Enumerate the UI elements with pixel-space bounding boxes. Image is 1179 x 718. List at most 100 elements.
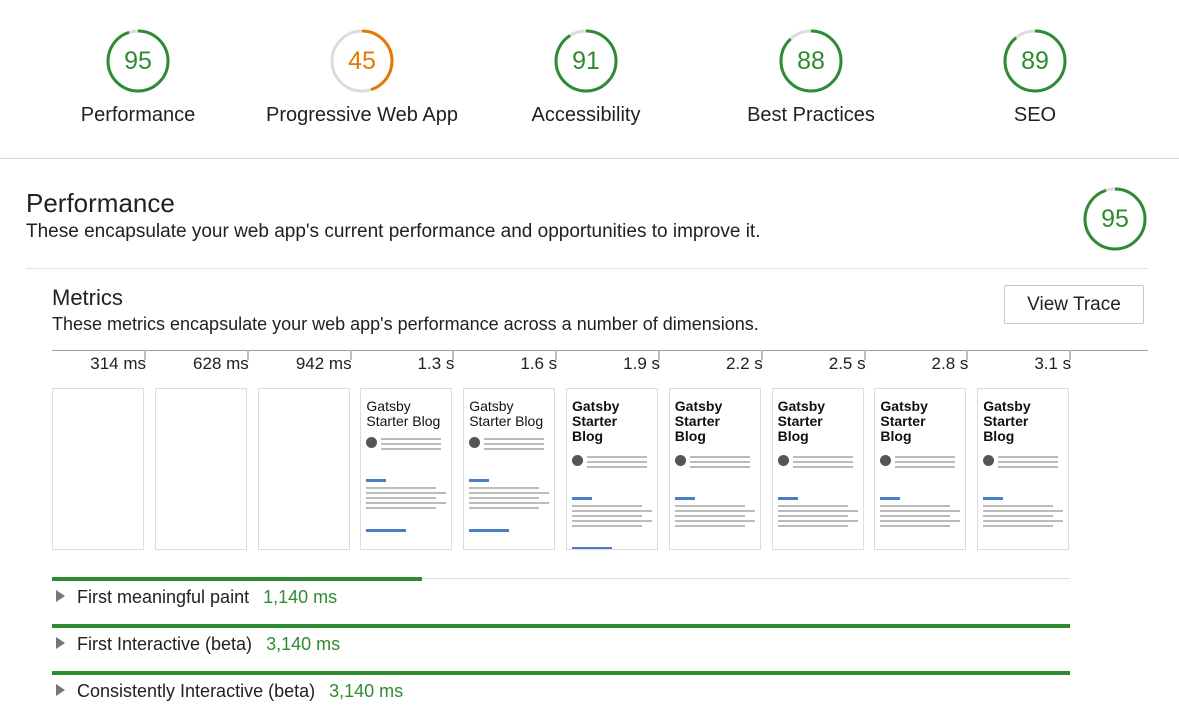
- text-line: [674, 505, 745, 507]
- timeline-tick: 2.5 s: [828, 354, 866, 373]
- score-value: 45: [348, 47, 376, 75]
- score-value: 89: [1021, 47, 1049, 75]
- section-title: Performance: [26, 188, 175, 218]
- text-line: [381, 438, 442, 440]
- metric-label: First Interactive (beta): [77, 634, 253, 654]
- post-link: [366, 529, 407, 532]
- timeline-tick: 942 ms: [295, 354, 352, 373]
- gauge-label: Progressive Web App: [266, 104, 458, 126]
- text-line: [366, 502, 447, 504]
- filmstrip-frame[interactable]: Gatsby Starter Blog: [668, 388, 761, 550]
- gauge-label: Performance: [80, 104, 196, 126]
- filmstrip-frame[interactable]: Gatsby Starter Blog: [874, 388, 967, 550]
- avatar: [674, 455, 686, 466]
- timeline-tick: 1.6 s: [520, 354, 558, 373]
- filmstrip-frame[interactable]: [257, 388, 350, 550]
- expand-triangle-icon[interactable]: [56, 590, 65, 602]
- post-link: [469, 479, 490, 482]
- metric-bar-track: [52, 578, 1070, 579]
- metrics-description: These metrics encapsulate your web app's…: [52, 314, 759, 334]
- text-line: [777, 505, 848, 507]
- frame-title: Gatsby Starter Blog: [983, 398, 1031, 444]
- frame-title: Gatsby Starter Blog: [469, 398, 544, 429]
- score-value: 91: [572, 47, 600, 75]
- text-line: [572, 520, 652, 522]
- text-line: [880, 520, 961, 522]
- timeline-axis: [52, 350, 1148, 351]
- text-line: [674, 520, 755, 522]
- metric-label: Consistently Interactive (beta): [77, 681, 316, 701]
- text-line: [572, 525, 642, 527]
- metrics-title: Metrics: [52, 285, 123, 310]
- post-link: [572, 547, 612, 549]
- filmstrip-frame[interactable]: Gatsby Starter Blog: [360, 388, 453, 550]
- text-line: [469, 497, 540, 499]
- score-ring: 91: [554, 29, 618, 93]
- gauge-accessibility[interactable]: 91 Accessibility: [476, 28, 696, 127]
- post-link: [983, 497, 1004, 500]
- expand-triangle-icon[interactable]: [56, 637, 65, 649]
- text-line: [381, 443, 442, 445]
- text-line: [792, 456, 853, 458]
- filmstrip-frame[interactable]: [154, 388, 247, 550]
- score-value: 88: [797, 47, 825, 75]
- gauge-seo[interactable]: 89 SEO: [925, 28, 1145, 127]
- timeline-tick-mark: [1069, 350, 1072, 360]
- category-scores: 95 Performance 45 Progressive Web App 91…: [0, 0, 1179, 159]
- filmstrip-frame[interactable]: Gatsby Starter Blog: [566, 388, 658, 550]
- text-line: [366, 487, 437, 489]
- metric-row[interactable]: First Interactive (beta) 3,140 ms: [56, 634, 340, 655]
- text-line: [469, 487, 540, 489]
- gauge-label: Accessibility: [531, 104, 641, 126]
- text-line: [674, 525, 745, 527]
- metric-label: First meaningful paint: [77, 587, 250, 607]
- score-ring: 89: [1003, 29, 1067, 93]
- gauge-label: Best Practices: [747, 104, 875, 126]
- frame-title: Gatsby Starter Blog: [880, 398, 928, 444]
- expand-triangle-icon[interactable]: [56, 684, 65, 696]
- timeline-tick-mark: [863, 350, 866, 360]
- text-line: [880, 515, 951, 517]
- text-line: [880, 510, 961, 512]
- text-line: [587, 456, 647, 458]
- performance-score-gauge: 95: [1082, 186, 1148, 257]
- filmstrip-frame[interactable]: [52, 388, 144, 550]
- timeline-tick: 2.8 s: [931, 354, 969, 373]
- timeline-tick: 314 ms: [90, 354, 146, 373]
- text-line: [484, 438, 545, 440]
- timeline-tick-mark: [658, 350, 660, 360]
- filmstrip-frame[interactable]: Gatsby Starter Blog: [463, 388, 556, 550]
- text-line: [674, 515, 745, 517]
- gauge-performance[interactable]: 95 Performance: [28, 28, 248, 127]
- gauge-best-practices[interactable]: 88 Best Practices: [701, 28, 921, 127]
- avatar: [880, 455, 892, 466]
- timeline-tick-mark: [349, 350, 352, 360]
- avatar: [366, 437, 378, 448]
- text-line: [792, 461, 853, 463]
- filmstrip-frame[interactable]: Gatsby Starter Blog: [771, 388, 864, 550]
- timeline-tick-mark: [246, 350, 249, 360]
- text-line: [777, 520, 858, 522]
- metric-row[interactable]: First meaningful paint 1,140 ms: [56, 587, 337, 608]
- filmstrip-frame[interactable]: Gatsby Starter Blog: [977, 388, 1070, 550]
- metric-row[interactable]: Consistently Interactive (beta) 3,140 ms: [56, 681, 403, 702]
- score-ring: 88: [779, 29, 843, 93]
- view-trace-button[interactable]: View Trace: [1004, 285, 1144, 324]
- text-line: [674, 510, 755, 512]
- text-line: [998, 461, 1059, 463]
- timeline-tick-mark: [760, 350, 763, 360]
- text-line: [777, 510, 858, 512]
- text-line: [469, 492, 550, 494]
- text-line: [880, 525, 951, 527]
- text-line: [895, 461, 956, 463]
- post-link: [674, 497, 695, 500]
- section-description: These encapsulate your web app's current…: [26, 221, 761, 242]
- gauge-pwa[interactable]: 45 Progressive Web App: [252, 28, 472, 127]
- avatar: [469, 437, 481, 448]
- text-line: [587, 461, 647, 463]
- text-line: [381, 448, 442, 450]
- divider: [26, 268, 1148, 269]
- timeline-tick: 3.1 s: [1034, 354, 1072, 373]
- text-line: [998, 466, 1059, 468]
- score-value: 95: [1101, 205, 1129, 233]
